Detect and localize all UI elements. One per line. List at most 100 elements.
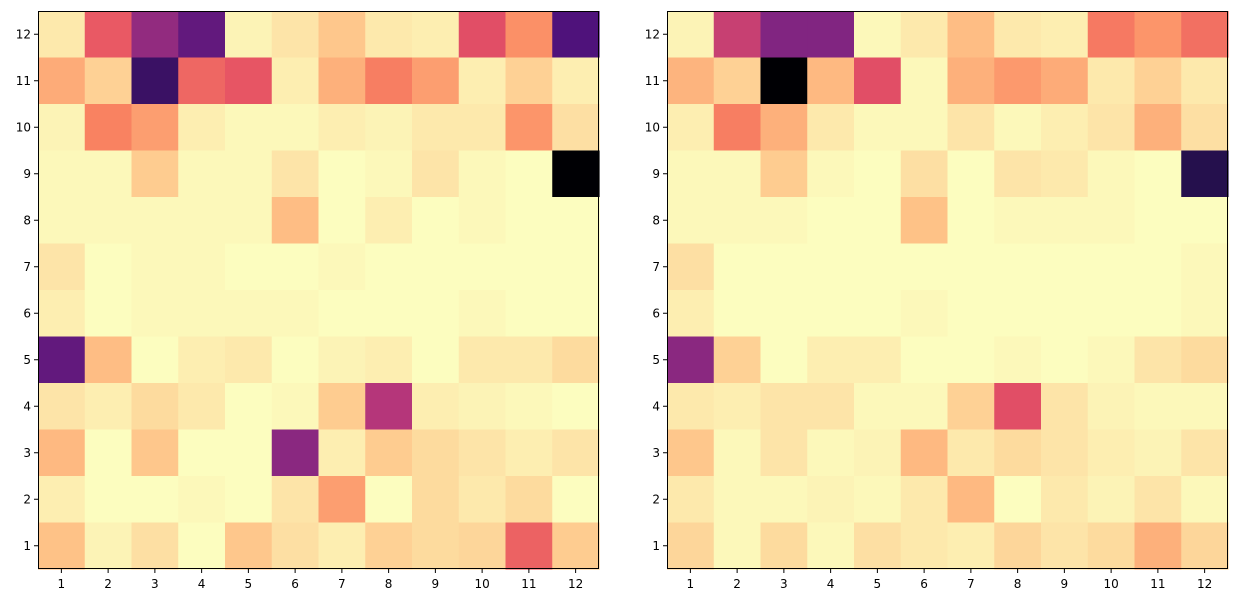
heatmap-cell [1087,57,1136,105]
heatmap-cell [225,336,273,384]
heatmap-cell [713,104,762,152]
heatmap-cell [854,522,902,570]
y-tick-label: 5 [23,353,31,367]
heatmap-cell [994,243,1042,291]
heatmap-cell [38,429,86,477]
x-tick-label: 10 [474,577,489,591]
heatmap-cell [458,197,507,245]
y-tick-label: 7 [23,260,31,274]
heatmap-cell [552,57,600,105]
heatmap-cell [505,383,553,431]
heatmap-cell [412,383,460,431]
heatmap-cell [365,290,413,338]
heatmap-cell [1181,104,1229,152]
heatmap-cell [552,336,600,384]
x-tick-label: 12 [1197,577,1212,591]
heatmap-cell [713,197,762,245]
heatmap-cell [1041,476,1089,524]
heatmap-cell [713,11,762,59]
heatmap-cell [412,243,460,291]
y-tick-label: 6 [652,306,660,320]
heatmap-cell [1041,243,1089,291]
heatmap-cell [1041,11,1089,59]
heatmap-cell [1134,290,1182,338]
heatmap-cell [225,11,273,59]
heatmap-cell [412,290,460,338]
heatmap-cell [854,336,902,384]
y-tick-label: 10 [16,120,31,134]
heatmap-cell [412,476,460,524]
heatmap-cell [131,476,179,524]
heatmap-cell [365,104,413,152]
heatmap-cell [271,243,320,291]
heatmap-cell [505,243,553,291]
heatmap-cell [713,429,762,477]
heatmap-cell [854,104,902,152]
heatmap-cell [505,476,553,524]
heatmap-cell [760,429,808,477]
heatmap-cell [225,197,273,245]
heatmap-cell [947,11,995,59]
heatmap-cell [713,243,762,291]
heatmap-cell [505,429,553,477]
heatmap-cell [458,243,507,291]
x-tick-label: 4 [827,577,835,591]
heatmap-cell [84,429,133,477]
heatmap-cell [458,290,507,338]
heatmap-cell [505,150,553,198]
y-tick-label: 10 [645,120,660,134]
heatmap-cell [505,11,553,59]
heatmap-cell [84,243,133,291]
heatmap-cell [271,197,320,245]
heatmap-cell [1041,336,1089,384]
heatmap-cell [552,383,600,431]
heatmap-cell [807,522,855,570]
heatmap-cell [131,104,179,152]
heatmap-cell [38,11,86,59]
heatmap-cell [1134,104,1182,152]
heatmap-cell [365,243,413,291]
heatmap-cell [1181,336,1229,384]
heatmap-cell [84,522,133,570]
heatmap-cell [458,522,507,570]
y-tick-label: 4 [652,399,660,413]
heatmap-cell [84,150,133,198]
heatmap-cell [271,11,320,59]
heatmap-cell [38,197,86,245]
heatmap-cell [667,522,715,570]
heatmap-cell [807,104,855,152]
heatmap-cell [807,243,855,291]
heatmap-cell [1134,476,1182,524]
heatmap-cell [713,522,762,570]
heatmap-cell [713,57,762,105]
heatmap-cell [1041,429,1089,477]
heatmap-cell [552,290,600,338]
heatmap-cell [713,290,762,338]
y-tick-label: 8 [23,213,31,227]
heatmap-cell [667,104,715,152]
heatmap-cell [667,476,715,524]
heatmap-cell [225,57,273,105]
heatmap-cell [271,336,320,384]
heatmap-cell [854,150,902,198]
heatmap-cell [807,383,855,431]
heatmap-cell [807,197,855,245]
heatmap-cell [900,11,949,59]
heatmap-cell [947,243,995,291]
heatmap-cell [900,476,949,524]
heatmap-cell [1134,57,1182,105]
heatmap-cell [1134,150,1182,198]
heatmap-cell [318,383,366,431]
y-tick-label: 11 [16,74,31,88]
x-tick-label: 1 [687,577,695,591]
heatmap-cell [1134,522,1182,570]
y-tick-label: 5 [652,353,660,367]
heatmap-cell [365,476,413,524]
heatmap-cell [318,336,366,384]
heatmap-cell [713,336,762,384]
heatmap-cell [458,383,507,431]
heatmap-cell [225,243,273,291]
heatmap-cell [412,57,460,105]
heatmap-cell [807,57,855,105]
